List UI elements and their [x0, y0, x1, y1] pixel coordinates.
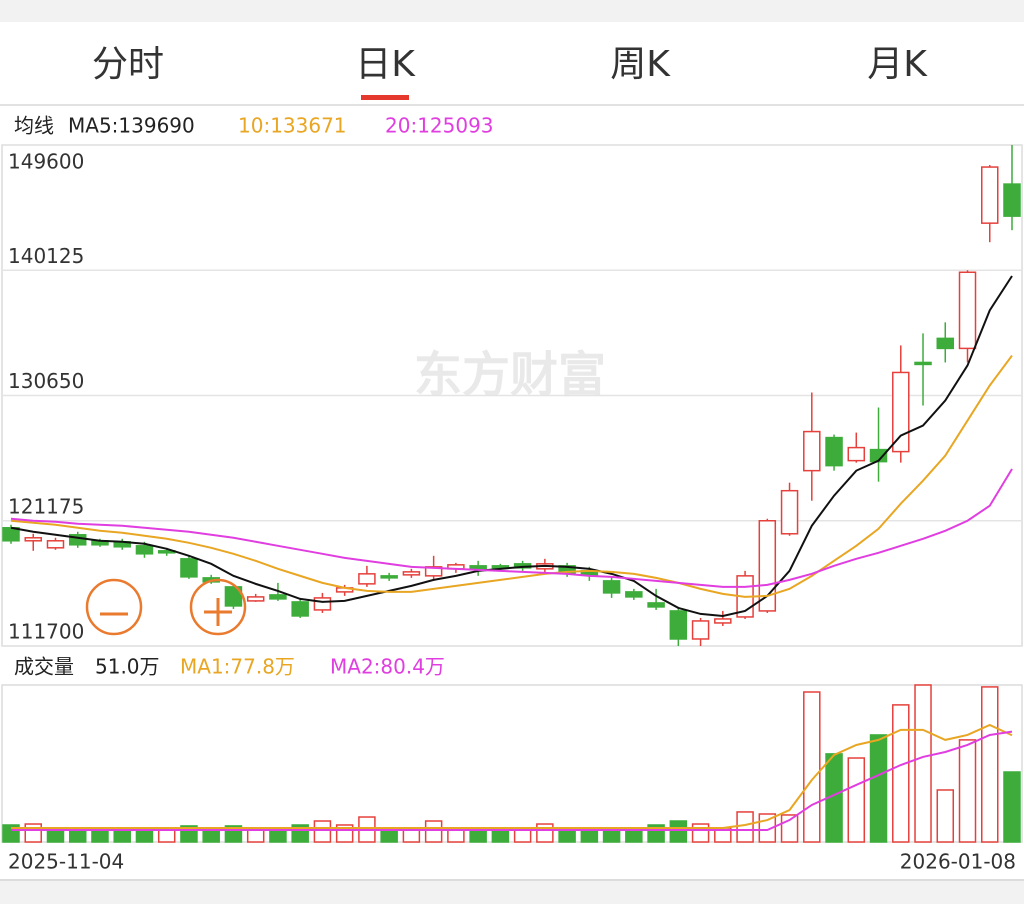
candle-body	[691, 620, 710, 640]
volume-bar	[313, 820, 332, 843]
volume-bar	[602, 829, 621, 843]
tab-underline	[361, 95, 409, 100]
candle-body	[847, 446, 866, 462]
x-tick-label: 2025-11-04	[8, 850, 124, 874]
candle-body	[313, 597, 332, 611]
volume-bar	[803, 691, 821, 843]
candle-body	[224, 586, 243, 607]
x-tick-label: 2026-01-08	[900, 850, 1016, 874]
volume-ma-line	[11, 723, 1013, 830]
candle-body	[269, 594, 287, 600]
volume-bar	[246, 829, 265, 843]
legend-entry: MA1:77.8万	[180, 655, 295, 679]
zoom-in-button[interactable]	[189, 578, 247, 636]
volume-bar	[981, 686, 999, 843]
volume-bar	[536, 823, 554, 843]
volume-frame	[1, 684, 1023, 843]
candle-body	[135, 545, 154, 555]
candle-body	[1003, 183, 1021, 217]
y-tick-label: 111700	[8, 620, 84, 644]
volume-bar	[558, 829, 576, 843]
candle-body	[402, 571, 421, 576]
candle-body	[803, 430, 821, 472]
candle-body	[24, 537, 42, 542]
volume-bar	[691, 823, 710, 843]
candle-body	[758, 520, 777, 612]
volume-bar	[491, 829, 510, 843]
candle-body	[981, 166, 999, 224]
volume-bar	[1003, 771, 1021, 843]
volume-bar	[24, 823, 42, 843]
volume-bar	[113, 829, 131, 843]
volume-bar	[958, 739, 977, 843]
tab[interactable]: 周K	[610, 44, 671, 85]
legend-entry: MA5:139690	[68, 114, 195, 138]
ma-line	[10, 354, 1013, 598]
volume-bar	[892, 704, 910, 843]
y-tick-label: 149600	[8, 150, 84, 174]
volume-bar	[91, 829, 109, 843]
legend-entry: 20:125093	[385, 114, 494, 138]
volume-bar	[914, 684, 932, 843]
candle-body	[647, 602, 665, 608]
zoom-out-button[interactable]	[85, 578, 143, 636]
candle-body	[358, 573, 376, 585]
volume-bar	[46, 829, 65, 843]
candle-body	[180, 558, 198, 578]
ma-line	[10, 275, 1013, 617]
volume-ma-line	[11, 730, 1013, 832]
volume-bar	[936, 789, 955, 843]
volume-bar	[424, 820, 443, 843]
volume-title: 成交量	[14, 655, 74, 679]
candle-body	[669, 610, 688, 640]
legend-title: 均线	[14, 114, 54, 138]
candle-body	[714, 618, 732, 624]
zoom-controls	[85, 578, 247, 636]
candle-body	[914, 361, 932, 366]
candle-body	[46, 540, 65, 549]
candle-body	[936, 337, 955, 350]
candle-body	[780, 489, 799, 535]
watermark: 东方财富	[414, 347, 606, 403]
y-tick-label: 140125	[8, 244, 84, 268]
tab[interactable]: 日K	[355, 44, 416, 85]
y-tick-label: 121175	[8, 494, 84, 518]
legend-entry: MA2:80.4万	[330, 655, 445, 679]
candle-body	[424, 566, 443, 577]
volume-bar	[869, 734, 888, 843]
y-tick-label: 130650	[8, 369, 84, 393]
candle-body	[892, 371, 910, 453]
volume-bar	[135, 829, 154, 843]
candle-body	[246, 596, 265, 602]
ma-line	[10, 468, 1013, 588]
candle-body	[291, 601, 309, 617]
candle-body	[380, 575, 398, 579]
volume-bar	[157, 829, 176, 843]
tab[interactable]: 月K	[867, 44, 928, 85]
volume-bar	[847, 757, 866, 843]
volume-bar	[469, 829, 487, 843]
candle-body	[469, 565, 487, 570]
candle-body	[625, 591, 643, 598]
volume-bar	[625, 829, 643, 843]
candle-body	[825, 436, 843, 467]
candle-body	[602, 580, 621, 594]
tab[interactable]: 分时	[92, 44, 164, 85]
volume-bar	[669, 820, 688, 843]
volume-current: 51.0万	[95, 655, 160, 679]
legend-entry: 10:133671	[238, 114, 347, 138]
volume-bar	[736, 811, 754, 843]
candle-body	[958, 271, 977, 350]
